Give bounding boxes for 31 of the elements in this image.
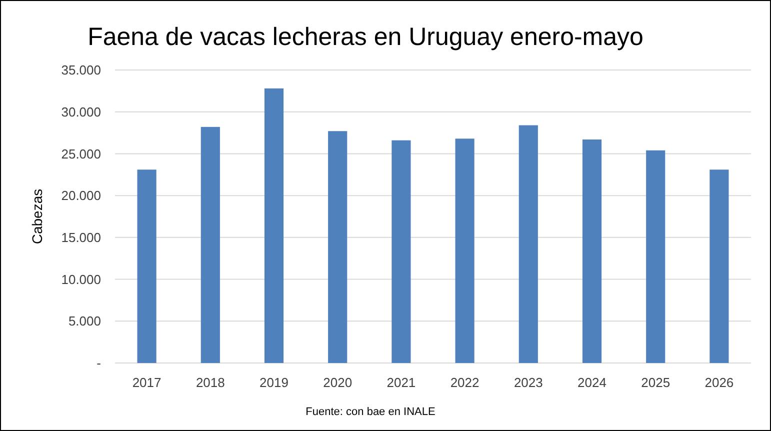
y-tick-label: 5.000 (68, 314, 101, 329)
bar (646, 150, 666, 363)
x-tick-label: 2021 (386, 375, 416, 390)
bar (582, 139, 602, 363)
y-tick-label: - (96, 356, 101, 371)
x-tick-label: 2026 (704, 375, 734, 390)
y-tick-label: 10.000 (61, 272, 101, 287)
bar (200, 126, 220, 363)
x-tick-label: 2023 (514, 375, 543, 390)
y-tick-label: 35.000 (61, 62, 101, 78)
y-tick-label: 15.000 (61, 230, 101, 245)
x-tick-label: 2019 (260, 375, 288, 390)
source-note: Fuente: con bae en INALE (306, 406, 436, 418)
x-tick-label: 2022 (450, 375, 480, 390)
x-tick-label: 2024 (578, 375, 606, 390)
y-axis-title: Cabezas (29, 188, 45, 244)
bar (518, 125, 538, 363)
x-tick-label: 2017 (132, 375, 162, 390)
y-tick-label: 25.000 (61, 146, 101, 162)
y-tick-label: 20.000 (61, 188, 101, 204)
y-tick-label: 30.000 (61, 104, 101, 120)
bar (137, 170, 156, 363)
x-tick-label: 2025 (641, 375, 670, 390)
x-tick-label: 2018 (196, 375, 225, 390)
bar (455, 138, 474, 363)
bar (392, 140, 411, 363)
x-tick-label: 2020 (323, 375, 352, 390)
bar (710, 170, 729, 363)
chart-title: Faena de vacas lecheras en Uruguay enero-mayo (88, 23, 644, 51)
bar (328, 131, 348, 363)
bar (264, 88, 284, 363)
